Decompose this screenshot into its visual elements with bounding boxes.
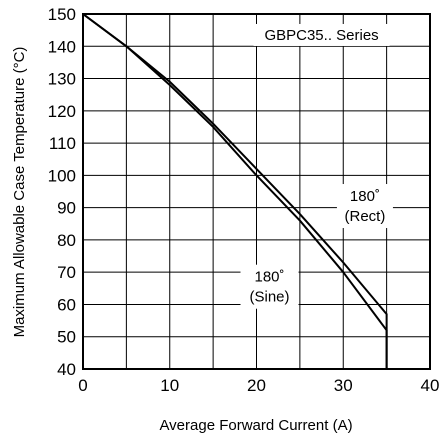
- y-tick-label: 140: [48, 37, 76, 56]
- y-tick-label: 130: [48, 70, 76, 89]
- y-tick-label: 60: [57, 295, 76, 314]
- x-tick-label: 0: [78, 376, 87, 395]
- y-tick-label: 100: [48, 166, 76, 185]
- y-tick-label: 40: [57, 360, 76, 379]
- y-tick-label: 50: [57, 328, 76, 347]
- x-tick-label: 20: [247, 376, 266, 395]
- annotation-text: (Rect): [345, 208, 386, 225]
- y-tick-label: 90: [57, 199, 76, 218]
- annotation-text: (Sine): [250, 289, 290, 306]
- annotation-background: [253, 23, 390, 46]
- annotation-background: [336, 184, 393, 229]
- annotation-text: GBPC35.. Series: [264, 27, 378, 44]
- series-line-2: [82, 13, 388, 369]
- plot-frame: [82, 13, 431, 370]
- series-lines: [82, 13, 388, 369]
- y-tick-label: 70: [57, 263, 76, 282]
- tick-labels: 0 10 20 30 40 40 50 60 70 80 90 100 110 120 130 140 150: [48, 5, 440, 395]
- annotations: GBPC35.. Series 180˚ (Rect) 180˚ (Sine): [240, 23, 393, 309]
- annotation-sine: 180˚ (Sine): [240, 264, 299, 309]
- x-tick-label: 40: [421, 376, 440, 395]
- annotation-rect: 180˚ (Rect): [336, 184, 393, 229]
- annotation-background: [240, 264, 299, 309]
- annotation-text: 180˚: [254, 269, 284, 286]
- annotation-text: 180˚: [350, 188, 380, 205]
- y-tick-label: 110: [49, 134, 76, 153]
- y-tick-label: 80: [57, 231, 76, 250]
- x-tick-label: 10: [160, 376, 179, 395]
- y-axis-label: Maximum Allowable Case Temperature (°C): [11, 47, 28, 338]
- x-axis-label: Average Forward Current (A): [159, 417, 352, 434]
- y-tick-label: 150: [48, 5, 76, 24]
- x-tick-label: 30: [334, 376, 353, 395]
- annotation-series: GBPC35.. Series: [253, 23, 390, 46]
- y-tick-label: 120: [48, 102, 76, 121]
